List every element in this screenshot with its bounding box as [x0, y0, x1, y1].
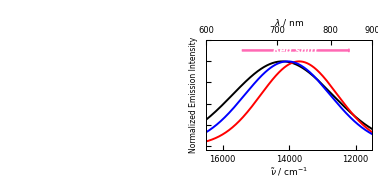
- Y-axis label: Normalized Emission Intensity: Normalized Emission Intensity: [189, 37, 198, 153]
- Text: Red shift: Red shift: [273, 46, 318, 55]
- X-axis label: $\lambda$ / nm: $\lambda$ / nm: [274, 16, 304, 27]
- X-axis label: $\tilde{\nu}$ / cm$^{-1}$: $\tilde{\nu}$ / cm$^{-1}$: [270, 165, 308, 178]
